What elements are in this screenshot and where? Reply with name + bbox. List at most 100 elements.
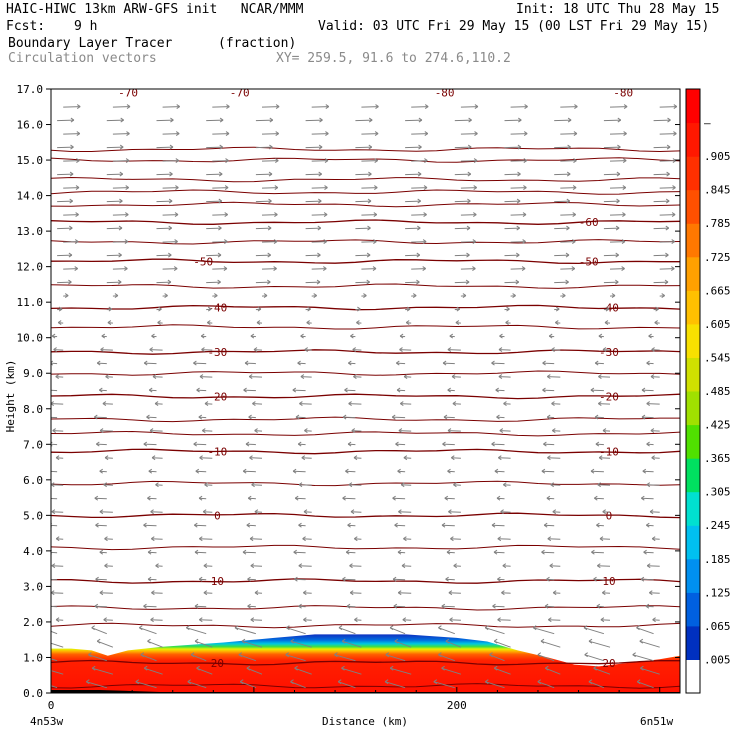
colorbar-label: .245 [704,519,731,532]
circulation-vector [454,281,470,284]
circulation-vector [449,619,461,621]
circulation-vector-head [673,104,678,110]
circulation-vector-head [298,482,303,488]
circulation-vector [146,416,157,419]
circulation-vector [112,241,128,243]
circulation-vector-head [639,638,644,644]
colorbar-label: .425 [704,419,731,432]
circulation-vector-head [246,665,251,671]
circulation-vector-head [584,652,588,658]
circulation-vector [56,619,64,621]
circulation-vector-head [342,495,346,501]
circulation-vector-head [654,320,658,326]
circulation-vector-head [665,252,669,258]
y-axis-tick-label: 3.0 [23,580,43,593]
circulation-vector [355,254,371,257]
circulation-vector [295,416,306,419]
circulation-vector-head [546,576,550,582]
circulation-vector-head [176,104,180,110]
circulation-vector [649,592,660,594]
circulation-vector-head [345,549,350,555]
x-axis-right-endpoint: 6n51w [640,715,673,728]
circulation-vector-head [267,279,271,285]
circulation-vector-head [298,522,302,528]
circulation-vector-head [401,563,406,569]
circulation-vector-head [143,441,148,447]
circulation-vector-head [646,441,650,447]
circulation-vector [595,443,604,446]
circulation-vector-head [68,279,72,285]
circulation-vector [398,511,412,513]
circulation-vector [445,578,455,581]
colorbar-swatch [686,89,700,124]
circulation-vector [155,565,163,567]
circulation-vector-head [203,590,208,596]
circulation-vector [298,605,306,608]
circulation-vector [597,484,611,486]
circulation-vector [344,389,356,392]
circulation-vector [393,605,406,608]
circulation-vector [255,227,272,230]
circulation-vector-head [446,549,451,555]
circulation-vector [348,362,356,365]
circulation-vector [596,605,604,608]
circulation-vector-head [590,468,595,474]
circulation-vector [255,119,273,122]
terrain-surface [51,690,680,693]
circulation-vector [55,376,64,378]
circulation-vector [659,187,676,189]
circulation-vector [156,200,173,203]
circulation-vector-head [422,266,426,272]
circulation-vector-head [367,198,372,204]
colorbar-label: .665 [704,284,731,297]
circulation-vector [51,551,58,554]
circulation-vector-head [468,117,472,123]
circulation-vector [51,524,58,527]
circulation-vector [56,538,64,540]
circulation-vector-head [595,441,600,447]
circulation-vector [403,457,412,459]
circulation-vector-head [55,374,59,380]
circulation-vector [95,524,107,527]
circulation-vector [305,281,321,284]
circulation-vector-head [55,617,60,623]
circulation-vector [338,627,356,635]
circulation-vector [102,403,113,405]
circulation-vector [148,470,157,473]
x-axis-tick-label: 200 [447,699,467,712]
circulation-vector-head [550,482,554,488]
circulation-vector [590,470,604,473]
circulation-vector [195,470,207,473]
circulation-vector [361,106,379,108]
circulation-vector-head [403,536,407,542]
circulation-vector [253,349,263,351]
circulation-vector-head [304,428,308,434]
circulation-vector [547,416,555,419]
circulation-vector [51,403,64,405]
circulation-vector [411,241,427,243]
temperature-contour-line [51,349,680,355]
circulation-vector-head [571,266,576,272]
circulation-vector [361,268,377,270]
temperature-contour-label: -30 [207,346,227,359]
circulation-vector [53,349,64,351]
circulation-vector [603,146,621,149]
circulation-vector [643,551,654,554]
circulation-vector-head [417,198,421,204]
circulation-vector [653,173,670,176]
circulation-vector-head [223,266,228,272]
circulation-vector [510,106,528,108]
circulation-vector [642,470,654,473]
circulation-vector-head [99,428,104,434]
temperature-contour-label: -10 [599,445,619,458]
circulation-vector-head [324,185,328,191]
circulation-vector [63,214,79,216]
circulation-vector-layer [51,104,678,689]
circulation-vector [603,119,621,122]
circulation-vector-head [366,252,371,258]
forecast-label: Fcst: [6,19,46,34]
circulation-vector-head [672,185,676,191]
circulation-vector [106,281,122,284]
circulation-vector-head [646,401,650,407]
colorbar-frame [685,88,701,694]
